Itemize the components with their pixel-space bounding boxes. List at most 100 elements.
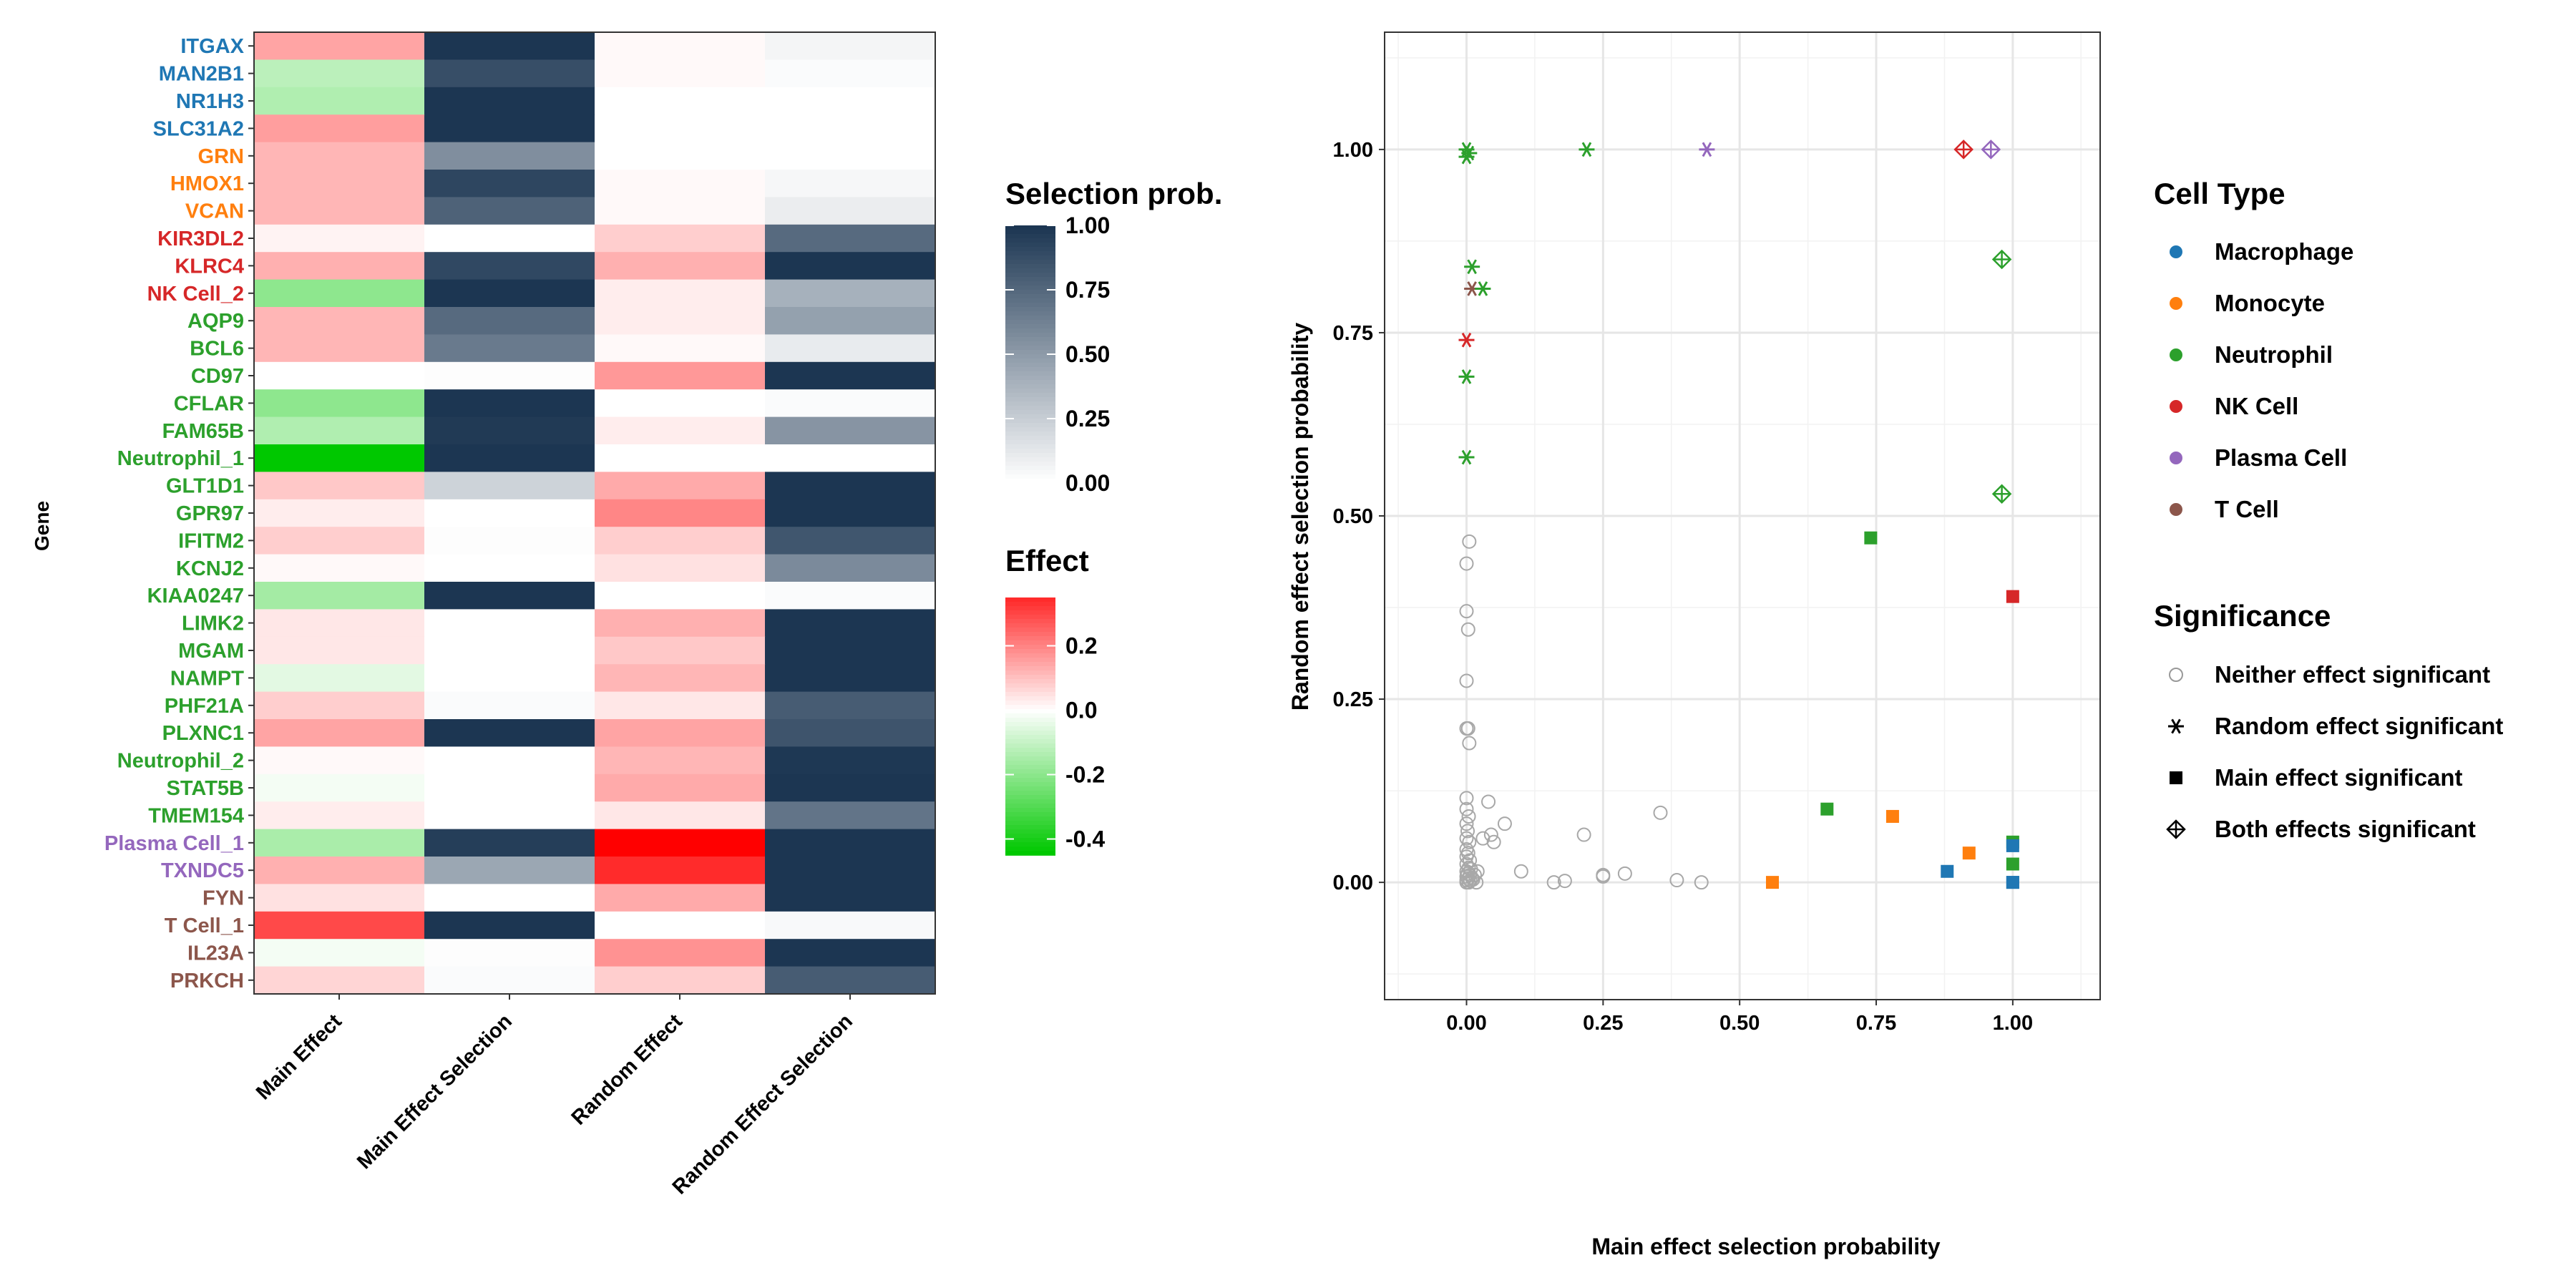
selection-legend-gradient-step — [1005, 457, 1055, 462]
point-shape-stroke — [1467, 259, 1477, 275]
heatmap-row-label-cflar: CFLAR — [174, 392, 244, 415]
heatmap-cell-bcl6-random-effect-selection — [765, 334, 936, 363]
scatter-point-gray — [1462, 534, 1477, 549]
selection-legend-tick-label: 0.25 — [1065, 406, 1110, 431]
scatter-panel: 0.00 0.25 0.50 0.75 1.00 0.00 0.25 0.50 0.75 1.0… — [1287, 31, 2503, 1259]
significance-legend-label-main-effect-significant: Main effect significant — [2215, 764, 2463, 791]
scatter-x-axis-title: Main effect selection probability — [1591, 1234, 1940, 1259]
heatmap-cell-aqp9-main-effect-selection — [424, 307, 595, 335]
heatmap-cell-cflar-random-effect-selection — [765, 389, 936, 418]
effect-legend-gradient-step — [1005, 688, 1055, 693]
selection-legend-gradient-step — [1005, 320, 1055, 325]
point-shape-square — [1765, 876, 1779, 889]
point-shape-circle — [1596, 869, 1611, 884]
effect-legend-gradient-step — [1005, 778, 1055, 783]
heatmap-cell-glt1d1-main-effect — [254, 472, 425, 500]
effect-legend: Effect 0.2 0.0 -0.2 -0.4 — [1005, 544, 1105, 856]
point-shape-circle — [1459, 831, 1474, 846]
point-shape-stroke — [1581, 142, 1592, 157]
heatmap-cell-prkch-random-effect — [595, 966, 766, 995]
heatmap-row-label-klrc4: KLRC4 — [175, 255, 244, 278]
heatmap-cell-fam65b-main-effect-selection — [424, 416, 595, 445]
heatmap-cell-aqp9-random-effect — [595, 307, 766, 335]
heatmap-row-label-fam65b: FAM65B — [162, 420, 244, 443]
heatmap-cell-cd97-random-effect — [595, 361, 766, 390]
scatter-point-gray — [1470, 864, 1485, 879]
point-shape-stroke — [1702, 142, 1712, 157]
heatmap-cell-klrc4-main-effect-selection — [424, 252, 595, 280]
point-shape-square — [1864, 531, 1878, 545]
heatmap-cell-t-cell-1-main-effect — [254, 911, 425, 940]
cell-type-legend-key-t-cell — [2170, 503, 2182, 516]
heatmap-cell-nr1h3-random-effect — [595, 87, 766, 115]
point-shape-circle — [1467, 867, 1482, 882]
selection-legend-gradient-step — [1005, 406, 1055, 411]
scatter-colored-points — [1458, 140, 2019, 889]
heatmap-cell-il23a-main-effect — [254, 939, 425, 967]
scatter-x-ticks: 0.00 0.25 0.50 0.75 1.00 — [1446, 1000, 2033, 1035]
heatmap-cell-kir3dl2-random-effect-selection — [765, 224, 936, 253]
heatmap-cell-plasma-cell-1-main-effect — [254, 829, 425, 857]
selection-legend-gradient-step — [1005, 290, 1055, 295]
heatmap-cell-bcl6-random-effect — [595, 334, 766, 363]
heatmap-cell-slc31a2-random-effect — [595, 114, 766, 143]
heatmap-cell-txndc5-random-effect — [595, 857, 766, 884]
effect-legend-gradient-step — [1005, 606, 1055, 611]
point-shape-circle — [1460, 824, 1475, 839]
heatmap-cell-gpr97-random-effect-selection — [765, 499, 936, 527]
selection-legend-gradient-step — [1005, 350, 1055, 355]
significance-legend-label-random-effect-significant: Random effect significant — [2215, 713, 2503, 739]
effect-legend-gradient-step — [1005, 713, 1055, 718]
heatmap-cell-nk-cell-2-main-effect-selection — [424, 279, 595, 308]
effect-legend-gradient-step — [1005, 692, 1055, 697]
heatmap-row-label-plasma-cell-1: Plasma Cell_1 — [104, 832, 244, 855]
scatter-point-nk-cell — [2006, 590, 2019, 603]
scatter-point-neutrophil — [1991, 484, 2012, 504]
selection-legend-gradient-step — [1005, 414, 1055, 419]
heatmap-row-label-txndc5: TXNDC5 — [161, 859, 244, 882]
heatmap-cells — [254, 32, 936, 995]
significance-legend: Significance Neither effect significant R… — [2154, 599, 2503, 842]
effect-legend-gradient-step — [1005, 645, 1055, 650]
scatter-point-neutrophil — [1579, 142, 1595, 157]
heatmap-cell-stat5b-random-effect-selection — [765, 774, 936, 802]
selection-legend-gradient-step — [1005, 358, 1055, 364]
scatter-x-tick-label: 0.50 — [1719, 1012, 1760, 1035]
effect-legend-gradient-step — [1005, 812, 1055, 817]
heatmap-cell-txndc5-main-effect — [254, 857, 425, 884]
heatmap-cell-kiaa0247-random-effect-selection — [765, 582, 936, 610]
scatter-point-nk-cell — [1953, 140, 1974, 160]
effect-legend-gradient-step — [1005, 597, 1055, 602]
heatmap-row-label-il23a: IL23A — [187, 942, 244, 965]
scatter-x-tick-label: 0.75 — [1856, 1012, 1896, 1035]
heatmap-cell-kcnj2-main-effect-selection — [424, 554, 595, 582]
heatmap-panel: ITGAX MAN2B1 NR1H3 SLC31A2 GRN HMOX1 VCAN KIR3D… — [31, 31, 1222, 1199]
effect-legend-gradient-step — [1005, 791, 1055, 796]
selection-legend-gradient-step — [1005, 286, 1055, 291]
point-shape-circle — [1481, 794, 1496, 809]
heatmap-cell-man2b1-main-effect — [254, 59, 425, 88]
selection-legend-gradient-step — [1005, 384, 1055, 389]
cell-type-legend-key-macrophage — [2170, 245, 2182, 258]
heatmap-row-label-itgax: ITGAX — [180, 35, 244, 58]
effect-legend-gradient-step — [1005, 834, 1055, 839]
heatmap-row-label-hmox1: HMOX1 — [170, 172, 244, 195]
selection-legend-gradient-step — [1005, 462, 1055, 467]
selection-legend-gradient-step — [1005, 479, 1055, 484]
scatter-point-neutrophil — [1864, 531, 1878, 545]
heatmap-cell-fyn-main-effect — [254, 884, 425, 912]
heatmap-cell-mgam-main-effect — [254, 636, 425, 665]
scatter-point-macrophage — [1941, 864, 1954, 878]
selection-legend-gradient-step — [1005, 440, 1055, 445]
heatmap-cell-neutrophil-1-random-effect-selection — [765, 444, 936, 472]
selection-legend-gradient-step — [1005, 328, 1055, 333]
heatmap-cell-grn-main-effect — [254, 142, 425, 170]
heatmap-cell-hmox1-main-effect-selection — [424, 170, 595, 197]
effect-legend-gradient-step — [1005, 752, 1055, 757]
heatmap-row-label-neutrophil-1: Neutrophil_1 — [117, 447, 244, 470]
heatmap-cell-fam65b-main-effect — [254, 416, 425, 445]
selection-legend-gradient-step — [1005, 397, 1055, 402]
scatter-point-monocyte — [1962, 847, 1976, 860]
scatter-point-gray — [1462, 736, 1477, 751]
heatmap-cell-ifitm2-random-effect-selection — [765, 527, 936, 555]
